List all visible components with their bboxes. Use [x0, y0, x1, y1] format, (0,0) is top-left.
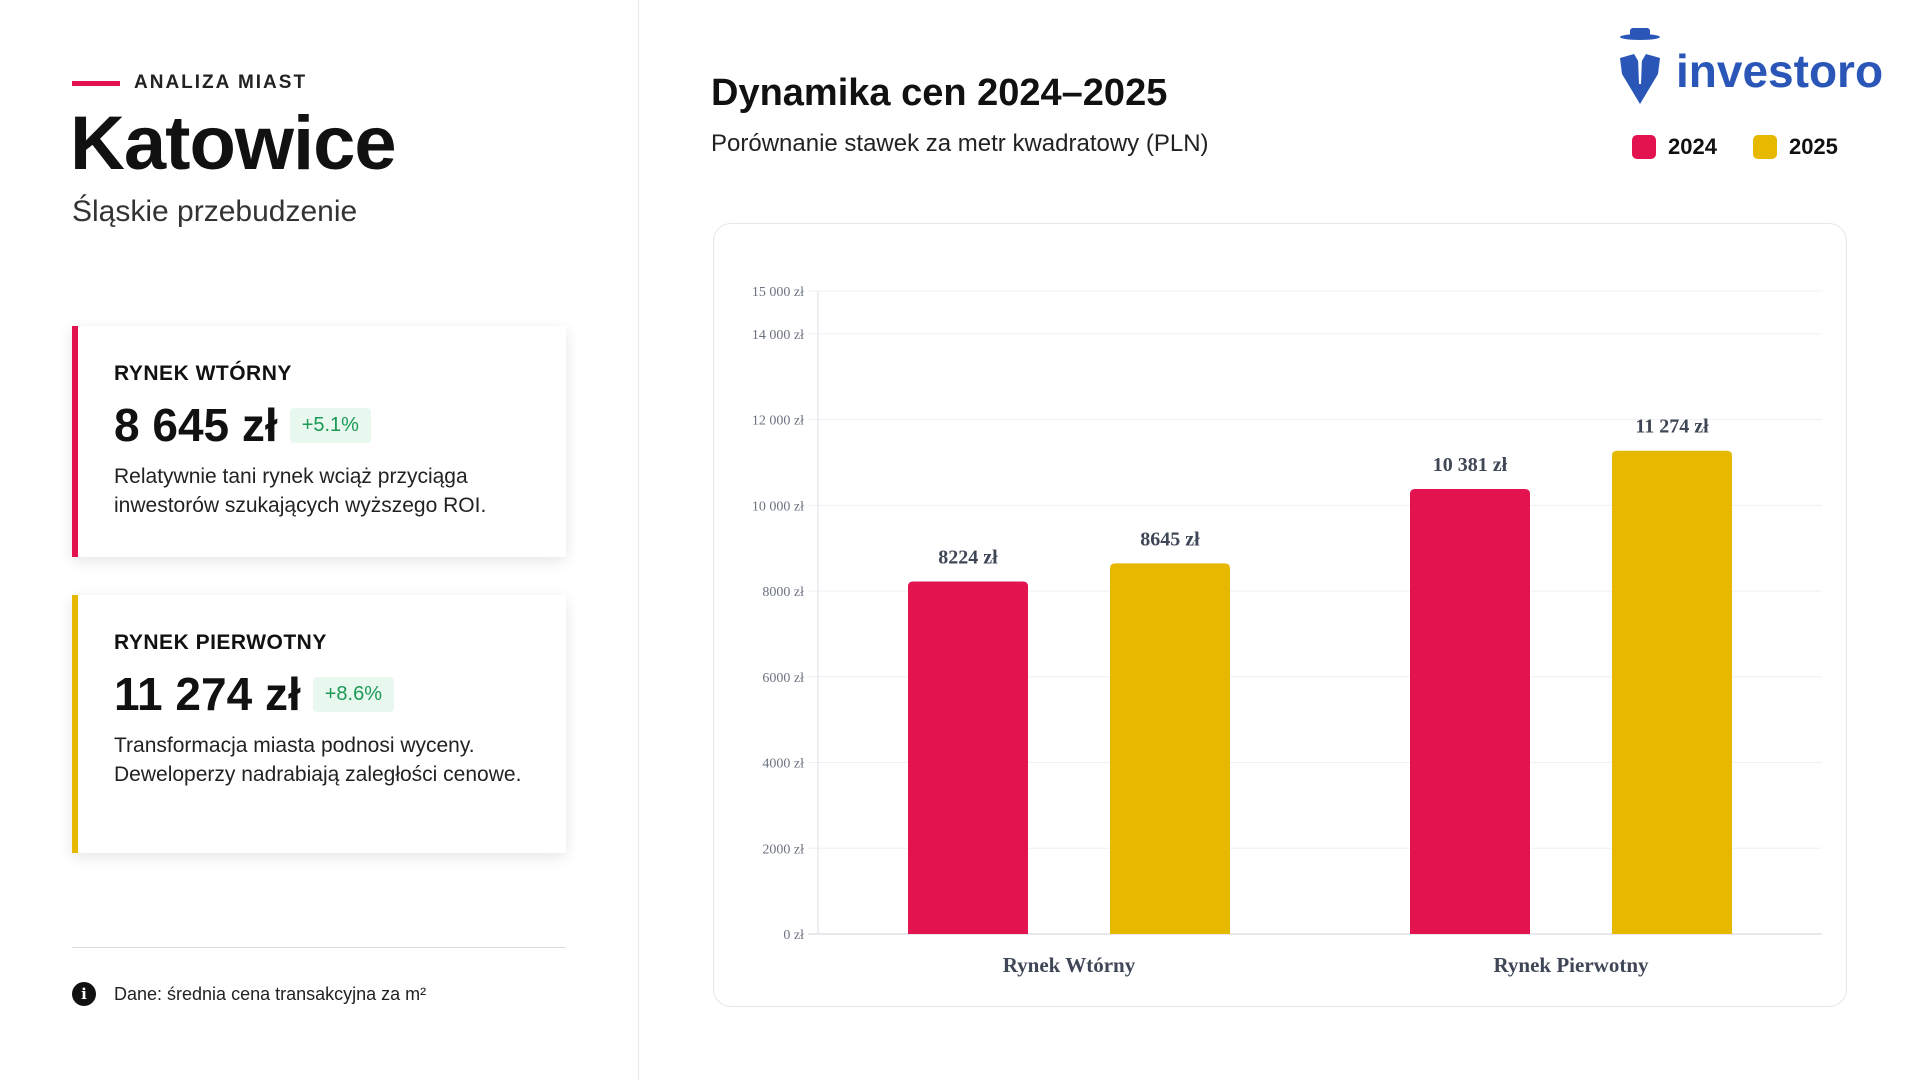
- y-tick-label: 12 000 zł: [752, 414, 804, 429]
- logo: investoro: [1618, 28, 1883, 108]
- legend-swatch: [1752, 135, 1777, 159]
- y-tick-label: 8000 zł: [762, 585, 804, 600]
- info-icon: i: [72, 982, 96, 1006]
- page-title: Katowice: [70, 101, 397, 186]
- bar-2024: [1410, 489, 1530, 934]
- data-label: 8224 zł: [938, 546, 998, 568]
- eyebrow-label: ANALIZA MIAST: [134, 72, 308, 93]
- chart-container: [713, 223, 1847, 1007]
- y-tick-label: 14 000 zł: [752, 328, 804, 343]
- footnote-text: Dane: średnia cena transakcyjna za m²: [114, 983, 427, 1004]
- card-description: Relatywnie tani rynek wciąż przyciąga in…: [114, 465, 487, 517]
- accent-bar: [72, 80, 120, 86]
- bar-2025: [1110, 563, 1230, 934]
- change-badge: +8.6%: [312, 676, 394, 712]
- data-label: 11 274 zł: [1635, 416, 1709, 438]
- legend: 2024 2025: [1632, 134, 1838, 160]
- logo-text: investoro: [1676, 45, 1884, 97]
- legend-label: 2024: [1668, 134, 1717, 159]
- bar-2024: [908, 581, 1028, 934]
- left-panel: ANALIZA MIAST Katowice Śląskie przebudze…: [0, 0, 639, 1080]
- bar-2025: [1612, 450, 1732, 934]
- y-tick-label: 15 000 zł: [752, 285, 804, 300]
- x-category-label: Rynek Pierwotny: [1494, 953, 1649, 977]
- card-description: Transformacja miasta podnosi wyceny. Dew…: [114, 734, 522, 786]
- y-tick-label: 4000 zł: [762, 757, 804, 772]
- logo-suit-icon: [1620, 28, 1660, 104]
- legend-label: 2025: [1788, 134, 1838, 159]
- card-price: 11 274 zł: [114, 668, 301, 720]
- legend-swatch: [1632, 135, 1656, 159]
- eyebrow: ANALIZA MIAST: [72, 72, 307, 94]
- legend-item-2024: 2024: [1632, 134, 1717, 160]
- legend-item-2025: 2025: [1752, 134, 1838, 160]
- card-secondary-market: RYNEK WTÓRNY 8 645 zł +5.1% Relatywnie ta…: [72, 326, 566, 557]
- y-tick-label: 0 zł: [783, 928, 804, 943]
- card-price: 8 645 zł: [114, 399, 278, 451]
- data-label: 10 381 zł: [1433, 454, 1508, 476]
- data-label: 8645 zł: [1140, 528, 1200, 550]
- change-badge: +5.1%: [289, 407, 371, 443]
- page-subtitle: Śląskie przebudzenie: [72, 195, 358, 228]
- divider: [72, 947, 566, 948]
- y-tick-label: 6000 zł: [762, 671, 804, 686]
- x-category-label: Rynek Wtórny: [1003, 953, 1136, 977]
- card-title: RYNEK PIERWOTNY: [114, 631, 327, 654]
- card-primary-market: RYNEK PIERWOTNY 11 274 zł +8.6% Transform…: [72, 595, 566, 853]
- card-title: RYNEK WTÓRNY: [114, 362, 292, 385]
- chart-subtitle: Porównanie stawek za metr kwadratowy (PL…: [711, 130, 1209, 157]
- chart-title: Dynamika cen 2024–2025: [711, 72, 1168, 114]
- footnote: i Dane: średnia cena transakcyjna za m²: [72, 982, 426, 1006]
- y-tick-label: 2000 zł: [762, 842, 804, 857]
- y-tick-label: 10 000 zł: [752, 499, 804, 514]
